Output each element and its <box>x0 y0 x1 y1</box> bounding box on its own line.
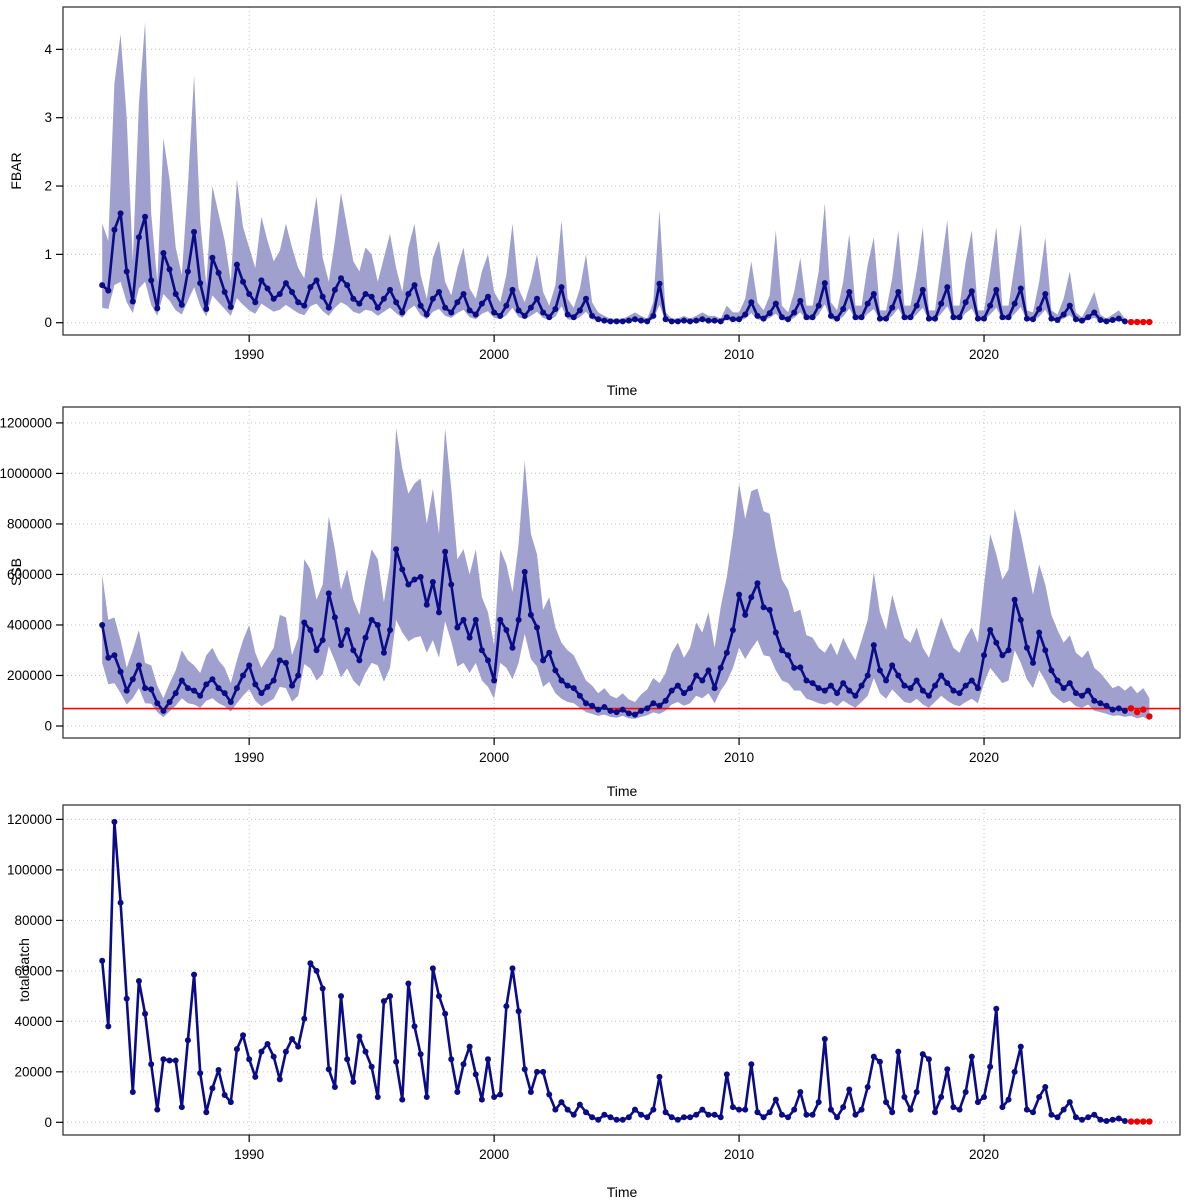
catch-y-axis-title: total catch <box>16 938 32 1002</box>
panel-fbar: 0 1 2 3 4 1990 2000 2010 2020 <box>44 6 1181 362</box>
fbar-x-axis-title: Time <box>606 382 638 398</box>
y-tick-label: 1200000 <box>0 415 52 430</box>
y-tick-label: 1000000 <box>0 466 52 481</box>
catch-x-axis-title: Time <box>606 1184 638 1200</box>
x-tick-label: 1990 <box>234 750 264 765</box>
fbar-y-axis-title: FBAR <box>8 152 24 190</box>
y-tick-label: 0 <box>44 1115 52 1130</box>
x-tick-label: 2020 <box>969 750 999 765</box>
x-tick-label: 1990 <box>234 1147 264 1162</box>
panel-ssb: 0 200000 400000 600000 800000 1000000 1200000 1… <box>0 406 1181 765</box>
x-tick-label: 2010 <box>724 347 754 362</box>
y-tick-label: 20000 <box>14 1064 52 1079</box>
data-points <box>99 818 1128 1125</box>
gridlines <box>63 7 1180 335</box>
y-tick-label: 3 <box>44 110 52 125</box>
panel-total-catch: 0 20000 40000 60000 80000 100000 120000 1990 200… <box>7 804 1181 1162</box>
panel-border <box>62 804 1181 1136</box>
axis-tick-labels: 0 20000 40000 60000 80000 100000 120000 1990 200… <box>7 812 999 1162</box>
y-tick-label: 80000 <box>14 913 52 928</box>
ssb-y-axis-title: SSB <box>8 557 24 587</box>
panel-border <box>62 6 1181 336</box>
x-tick-label: 1990 <box>234 347 264 362</box>
confidence-band <box>102 22 1125 322</box>
y-tick-label: 400000 <box>7 617 52 632</box>
y-tick-label: 100000 <box>7 862 52 877</box>
x-tick-label: 2000 <box>479 347 509 362</box>
y-tick-label: 800000 <box>7 516 52 531</box>
y-tick-label: 1 <box>44 247 52 262</box>
x-tick-label: 2000 <box>479 750 509 765</box>
ssb-x-axis-title: Time <box>606 783 638 799</box>
x-tick-label: 2000 <box>479 1147 509 1162</box>
y-tick-label: 0 <box>44 719 52 734</box>
y-tick-label: 2 <box>44 179 52 194</box>
panel-border <box>62 406 1181 739</box>
y-tick-label: 600000 <box>7 567 52 582</box>
axis-ticks <box>56 422 985 745</box>
x-tick-label: 2010 <box>724 750 754 765</box>
y-tick-label: 120000 <box>7 812 52 827</box>
y-tick-label: 60000 <box>14 963 52 978</box>
axis-ticks <box>56 818 985 1142</box>
forecast-points <box>1127 705 1153 720</box>
data-points <box>99 210 1128 325</box>
y-tick-label: 40000 <box>14 1014 52 1029</box>
axis-tick-labels: 0 1 2 3 4 1990 2000 2010 2020 <box>44 42 999 362</box>
y-tick-label: 0 <box>44 315 52 330</box>
gridlines <box>63 805 1180 1135</box>
x-tick-label: 2010 <box>724 1147 754 1162</box>
x-tick-label: 2020 <box>969 1147 999 1162</box>
axis-tick-labels: 0 200000 400000 600000 800000 1000000 1200000 1… <box>0 415 999 765</box>
y-tick-label: 200000 <box>7 668 52 683</box>
axis-ticks <box>56 48 985 342</box>
data-points <box>99 546 1128 718</box>
x-tick-label: 2020 <box>969 347 999 362</box>
forecast-points <box>1127 1118 1153 1125</box>
y-tick-label: 4 <box>44 42 52 57</box>
forecast-points <box>1127 318 1153 326</box>
